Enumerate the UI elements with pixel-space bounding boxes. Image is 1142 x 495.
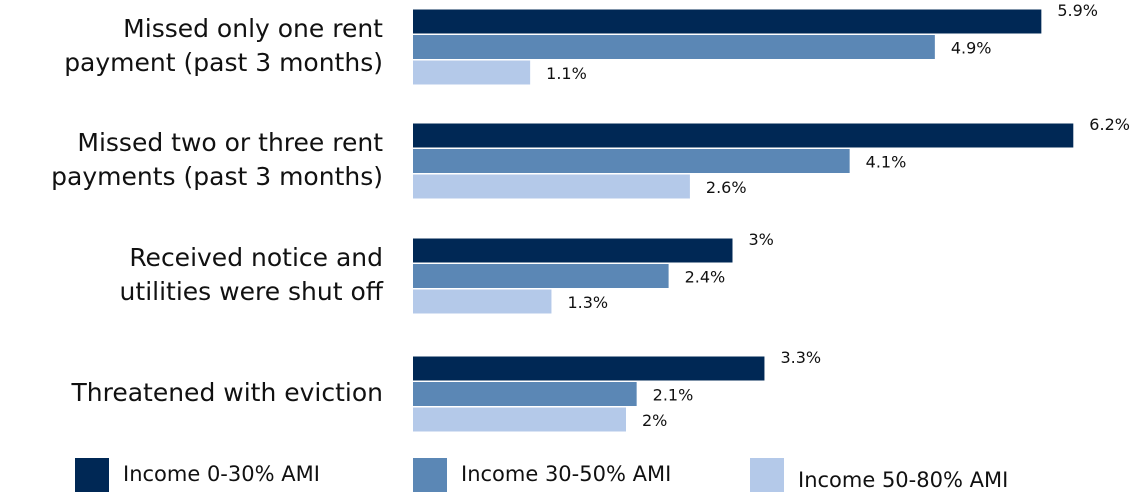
legend-swatch — [750, 458, 784, 492]
bar — [413, 289, 552, 314]
bar — [413, 123, 1074, 148]
category-label: Threatened with eviction — [70, 378, 383, 407]
data-label: 3% — [749, 230, 774, 249]
bar — [413, 382, 637, 406]
bar — [413, 9, 1042, 34]
data-label: 1.3% — [567, 293, 608, 312]
legend-label: Income 50-80% AMI — [798, 468, 1008, 492]
data-label: 5.9% — [1057, 1, 1098, 20]
data-label: 4.9% — [951, 39, 992, 58]
data-label: 6.2% — [1089, 115, 1130, 134]
bar — [413, 149, 850, 173]
data-label: 1.1% — [546, 64, 587, 83]
bar — [413, 174, 690, 199]
category-label: Missed two or three rent — [77, 128, 383, 157]
data-label: 2.6% — [706, 178, 747, 197]
data-label: 2% — [642, 411, 667, 430]
category-label: payments (past 3 months) — [51, 162, 383, 191]
category-label: utilities were shut off — [120, 277, 384, 306]
data-label: 2.4% — [685, 268, 726, 287]
legend-swatch — [75, 458, 109, 492]
data-label: 4.1% — [866, 153, 907, 172]
legend-label: Income 30-50% AMI — [461, 462, 671, 486]
category-label: payment (past 3 months) — [64, 48, 383, 77]
category-label: Missed only one rent — [123, 14, 383, 43]
bar — [413, 60, 531, 85]
data-label: 2.1% — [653, 386, 694, 405]
bar — [413, 407, 626, 432]
bar — [413, 264, 669, 288]
category-label: Received notice and — [129, 243, 383, 272]
bar — [413, 35, 935, 59]
legend-label: Income 0-30% AMI — [123, 462, 320, 486]
bar — [413, 238, 733, 263]
legend-swatch — [413, 458, 447, 492]
bar — [413, 356, 765, 381]
data-label: 3.3% — [780, 348, 821, 367]
